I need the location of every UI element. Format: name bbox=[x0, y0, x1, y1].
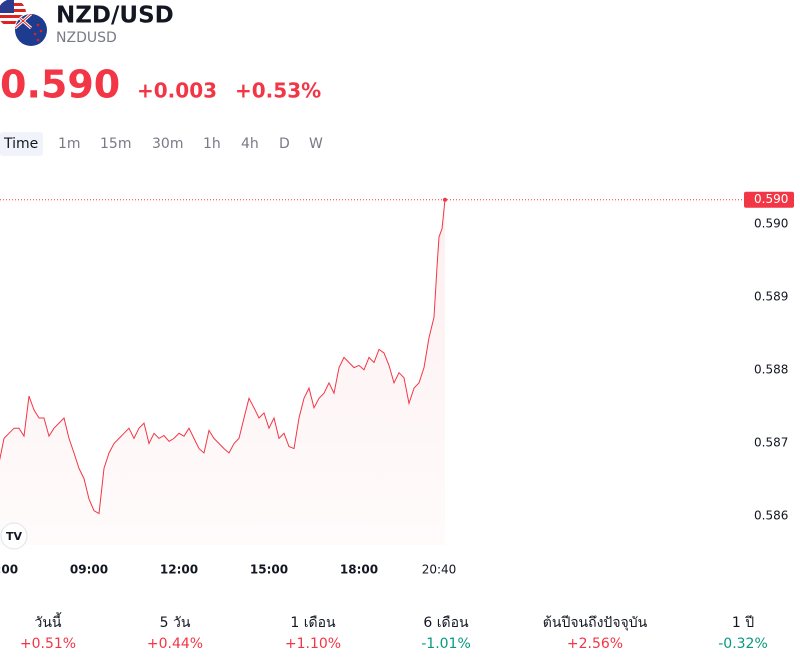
perf-value: +1.10% bbox=[285, 636, 341, 652]
flag-nz bbox=[15, 14, 47, 46]
interval-tab[interactable]: 30m bbox=[152, 136, 183, 152]
y-tick-label: 0.589 bbox=[754, 289, 788, 303]
price-line bbox=[0, 199, 446, 515]
x-tick-label: 18:00 bbox=[340, 563, 378, 577]
interval-tab[interactable]: W bbox=[309, 136, 323, 152]
y-tick-label: 0.588 bbox=[754, 362, 788, 376]
ticker: NZDUSD bbox=[56, 30, 117, 46]
perf-label: 5 วัน bbox=[160, 615, 191, 631]
perf-label: ต้นปีจนถึงปัจจุบัน bbox=[543, 615, 648, 631]
change-pct: +0.53% bbox=[235, 79, 321, 103]
interval-tab[interactable]: Time bbox=[3, 136, 38, 152]
selected-interval-bg bbox=[0, 132, 43, 156]
interval-tab[interactable]: 15m bbox=[100, 136, 131, 152]
x-tick-label: 09:00 bbox=[70, 563, 108, 577]
perf-label: 1 เดือน bbox=[290, 615, 336, 631]
tv-logo: TV bbox=[0, 522, 28, 550]
x-tick-label: 12:00 bbox=[160, 563, 198, 577]
last-price-label: 0.590 bbox=[754, 192, 788, 206]
perf-value: +0.51% bbox=[20, 636, 76, 652]
svg-text:TV: TV bbox=[6, 530, 23, 543]
flag-us bbox=[0, 0, 26, 27]
perf-label: 6 เดือน bbox=[423, 615, 469, 631]
last-point bbox=[443, 197, 447, 202]
y-tick-label: 0.590 bbox=[754, 216, 788, 230]
y-tick-label: 0.587 bbox=[754, 435, 788, 449]
interval-tab[interactable]: 4h bbox=[241, 136, 259, 152]
perf-value: +2.56% bbox=[567, 636, 623, 652]
interval-tab[interactable]: 1m bbox=[58, 136, 81, 152]
last-price-tag bbox=[744, 191, 794, 208]
x-tick-label: 06:00 bbox=[0, 563, 18, 577]
x-tick-label: 15:00 bbox=[250, 563, 288, 577]
symbol: NZD/USD bbox=[56, 3, 174, 29]
change: +0.003 bbox=[137, 79, 217, 103]
perf-value: -1.01% bbox=[421, 636, 471, 652]
perf-label: วันนี้ bbox=[34, 612, 62, 631]
price: 0.590 bbox=[0, 63, 120, 107]
interval-tab[interactable]: 1h bbox=[203, 136, 221, 152]
perf-value: +0.44% bbox=[147, 636, 203, 652]
x-tick-label: 20:40 bbox=[422, 563, 457, 577]
perf-value: -0.32% bbox=[718, 636, 768, 652]
perf-label: 1 ปี bbox=[732, 615, 754, 631]
y-tick-label: 0.586 bbox=[754, 508, 788, 522]
area bbox=[0, 199, 445, 545]
interval-tab[interactable]: D bbox=[279, 136, 290, 152]
